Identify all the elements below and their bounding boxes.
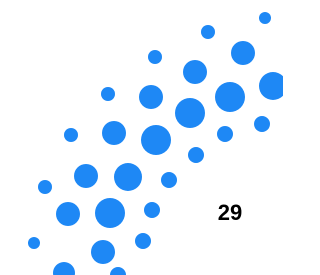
- dot: [183, 60, 207, 84]
- dot: [102, 121, 126, 145]
- dot: [217, 126, 233, 142]
- dot: [74, 164, 98, 188]
- page-number: 29: [218, 200, 242, 225]
- dot: [56, 202, 80, 226]
- dot: [144, 202, 160, 218]
- dot: [95, 198, 125, 228]
- dot: [114, 163, 142, 191]
- dot: [188, 147, 204, 163]
- dot: [64, 128, 78, 142]
- dot: [101, 87, 115, 101]
- page: {"page_number": "29"} 29 (() => { const …: [0, 0, 283, 275]
- dot: [259, 12, 271, 24]
- page-canvas: 29: [0, 0, 283, 275]
- dot: [135, 233, 151, 249]
- dot: [139, 85, 163, 109]
- dot: [141, 125, 171, 155]
- dot: [231, 41, 255, 65]
- dot: [110, 267, 126, 275]
- dot: [259, 72, 283, 100]
- dot: [175, 98, 205, 128]
- dot: [201, 25, 215, 39]
- dot-pattern: [28, 12, 283, 275]
- dot: [38, 180, 52, 194]
- dot: [161, 172, 177, 188]
- dot: [215, 82, 245, 112]
- dot: [91, 240, 115, 264]
- dot: [148, 50, 162, 64]
- dot: [53, 262, 75, 275]
- dot: [28, 237, 40, 249]
- dot: [254, 116, 270, 132]
